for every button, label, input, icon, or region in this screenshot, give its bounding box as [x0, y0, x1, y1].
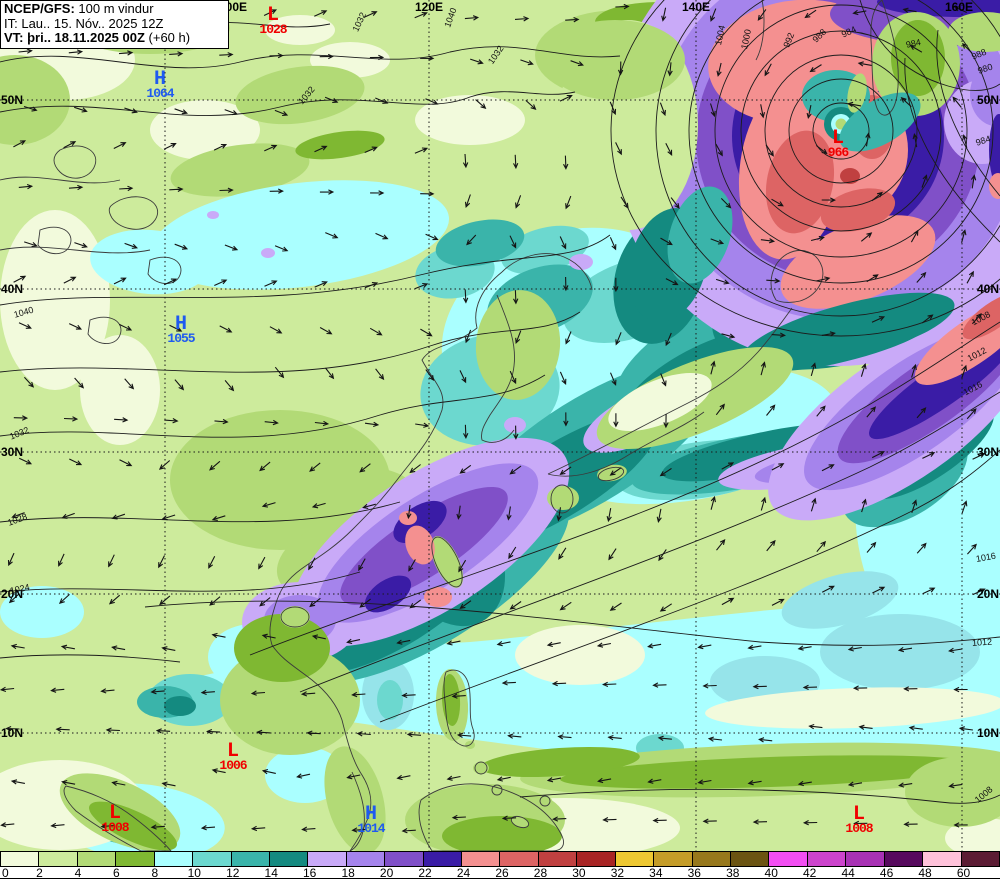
colorbar-tick-label: 4 — [74, 866, 82, 879]
colorbar-segment — [846, 852, 885, 866]
colorbar-segment — [231, 852, 270, 866]
valid-time-line: VT: þri.. 18.11.2025 00Z (+60 h) — [4, 30, 191, 45]
colorbar-segment — [961, 852, 1000, 866]
colorbar-tick-label: 36 — [687, 866, 701, 879]
colorbar-tick-label: 38 — [726, 866, 740, 879]
colorbar-tick-label: 18 — [341, 866, 355, 879]
wind-arrow-icon — [0, 3, 986, 834]
colorbar-tick-label: 48 — [918, 866, 932, 879]
colorbar-tick-label: 28 — [533, 866, 548, 879]
colorbar-segment — [308, 852, 347, 866]
colorbar-tick-label: 34 — [649, 866, 663, 879]
colorbar-tick-label: 16 — [303, 866, 317, 879]
colorbar-tick-label: 24 — [456, 866, 471, 879]
colorbar-tick-label: 44 — [841, 866, 855, 879]
colorbar-segment — [116, 852, 155, 866]
colorbar-segment — [615, 852, 655, 866]
colorbar-segment — [538, 852, 578, 866]
wind-speed-map — [0, 0, 1000, 851]
colorbar-segment — [884, 852, 924, 866]
colorbar-segment — [154, 852, 194, 866]
colorbar-tick-label: 20 — [379, 866, 394, 879]
colorbar-tick-label: 6 — [113, 866, 120, 879]
colorbar-segment — [346, 852, 386, 866]
colorbar-tick-label: 30 — [572, 866, 586, 879]
colorbar-segment — [654, 852, 693, 866]
colorbar-segment — [193, 852, 232, 866]
model-title-line: NCEP/GFS: 100 m vindur — [4, 1, 154, 16]
colorbar-tick-label: 0 — [2, 866, 9, 879]
colorbar-tick-label: 60 — [956, 866, 971, 879]
isobar-layer — [0, 0, 1000, 804]
colorbar-tick-label: 8 — [151, 866, 159, 879]
wind-field-layer — [0, 0, 1000, 851]
colorbar-segment — [731, 852, 770, 866]
colorbar-segment — [39, 852, 78, 866]
colorbar-tick-label: 2 — [36, 866, 43, 879]
colorbar-labels: 0 2 4 6 8 10 12 14 16 18 20 22 24 26 28 30 32 34 36 38 40 42 4… — [0, 866, 1000, 879]
colorbar-segment — [462, 852, 501, 866]
coastline-layer — [0, 0, 899, 851]
colorbar-segment — [0, 852, 40, 866]
colorbar-segment — [500, 852, 539, 866]
colorbar-segment — [77, 852, 117, 866]
colorbar-tick-label: 42 — [803, 866, 817, 879]
colorbar-tick-label: 12 — [226, 866, 240, 879]
colorbar-tick-label: 14 — [264, 866, 278, 879]
wind-arrows-layer — [0, 3, 986, 834]
graticule-layer — [0, 0, 1000, 851]
model-info-box: NCEP/GFS: 100 m vindur IT: Lau.. 15. Nóv… — [0, 0, 229, 49]
init-time-line: IT: Lau.. 15. Nóv.. 2025 12Z — [4, 15, 164, 31]
colorbar-segment — [769, 852, 808, 866]
colorbar-cells — [0, 851, 1000, 867]
colorbar-segment — [692, 852, 732, 866]
colorbar-segment — [423, 852, 463, 866]
colorbar-tick-label: 46 — [879, 866, 894, 879]
colorbar-segment — [385, 852, 424, 866]
colorbar-segment — [923, 852, 962, 866]
colorbar-segment — [269, 852, 309, 866]
colorbar-tick-label: 32 — [610, 866, 625, 879]
colorbar-segment — [577, 852, 616, 866]
colorbar-tick-label: 22 — [418, 866, 432, 879]
colorbar-tick-label: 40 — [764, 866, 778, 879]
colorbar-segment — [807, 852, 847, 866]
colorbar-tick-label: 10 — [187, 866, 201, 879]
colorbar-tick-label: 26 — [495, 866, 509, 879]
wind-speed-colorbar: 0 2 4 6 8 10 12 14 16 18 20 22 24 26 28 30 32 34 36 38 40 42 4… — [0, 851, 1000, 879]
